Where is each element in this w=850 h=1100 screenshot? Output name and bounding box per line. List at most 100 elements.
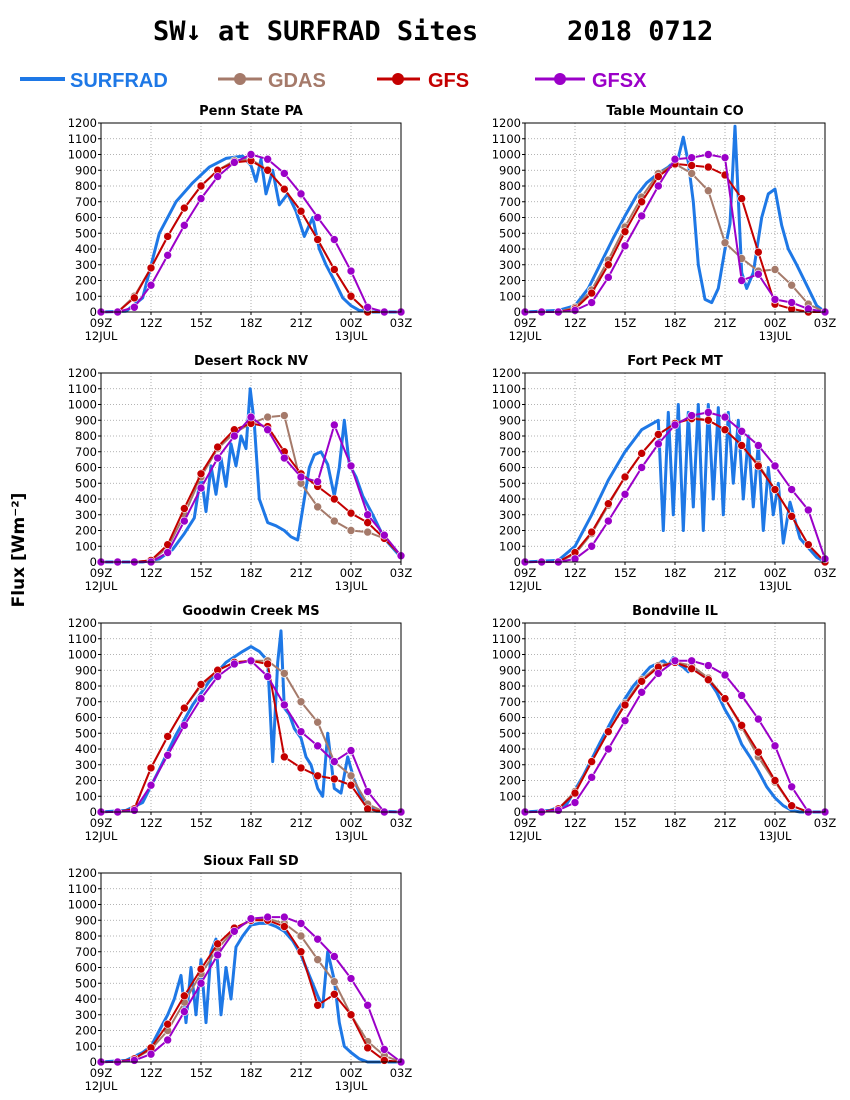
- series-gfsx: [96, 150, 406, 317]
- data-point-gfsx: [754, 714, 763, 724]
- panel-frame: [524, 122, 826, 313]
- data-point-gfsx: [787, 782, 796, 792]
- data-point-gfs: [720, 425, 730, 435]
- data-point-gfsx: [230, 926, 239, 936]
- y-tick-label: 200: [499, 524, 521, 538]
- data-point-gfsx: [380, 1045, 389, 1054]
- series-line-gfs: [101, 919, 402, 1063]
- data-point-gfsx: [230, 158, 239, 167]
- y-tick-label: 1100: [68, 132, 97, 146]
- x-tick-label: 18Z: [240, 1066, 263, 1080]
- data-point-gfsx: [687, 656, 696, 666]
- y-tick-label: 500: [499, 476, 521, 490]
- data-point-gfs: [787, 512, 796, 521]
- y-tick-label: 1000: [492, 148, 521, 162]
- series-surfrad: [100, 629, 402, 814]
- data-point-gfsx: [213, 453, 222, 463]
- data-point-gfsx: [363, 302, 372, 312]
- panel-title: Fort Peck MT: [627, 354, 723, 369]
- data-point-gfsx: [296, 472, 306, 482]
- y-tick-label: 600: [75, 211, 97, 225]
- x-tick-label: 12Z: [140, 1066, 163, 1080]
- y-tick-label: 1100: [492, 632, 521, 646]
- legend-marker-gfs: [392, 73, 404, 85]
- panel-title: Desert Rock NV: [194, 354, 308, 369]
- x-tick-label: 03Z: [814, 316, 837, 330]
- x-tick-label: 00Z: [764, 566, 787, 580]
- x-tick-label: 18Z: [240, 316, 263, 330]
- x-tick-label: 00Z: [340, 316, 363, 330]
- data-point-gfsx: [770, 295, 780, 304]
- data-point-gfsx: [180, 516, 189, 526]
- legend-label-gdas: GDAS: [268, 70, 326, 92]
- data-point-gfs: [213, 939, 222, 949]
- x-tick-label: 21Z: [290, 816, 313, 830]
- y-tick-label: 300: [499, 508, 521, 522]
- data-point-gfs: [313, 235, 322, 244]
- data-point-gfs: [687, 161, 696, 170]
- data-point-gfs: [737, 721, 746, 730]
- data-point-gfs: [363, 804, 372, 814]
- data-point-gfsx: [263, 912, 272, 922]
- data-point-gfs: [130, 293, 139, 303]
- data-point-gdas: [313, 717, 322, 727]
- data-point-gfsx: [720, 412, 730, 422]
- x-tick-label: 18Z: [240, 816, 263, 830]
- data-point-gfs: [620, 472, 630, 482]
- y-tick-label: 600: [499, 711, 521, 725]
- y-tick-label: 0: [514, 305, 521, 319]
- data-point-gfsx: [654, 669, 663, 678]
- x-tick-date-label: 13JUL: [335, 1079, 368, 1093]
- data-point-gfsx: [313, 741, 322, 751]
- data-point-gfsx: [363, 510, 372, 520]
- y-tick-label: 400: [75, 492, 97, 506]
- data-point-gfsx: [670, 656, 680, 666]
- y-tick-label: 900: [75, 913, 97, 927]
- y-tick-label: 700: [75, 195, 97, 209]
- data-point-gfs: [180, 203, 189, 213]
- x-tick-label: 21Z: [714, 816, 737, 830]
- data-point-gfsx: [146, 780, 156, 790]
- y-tick-label: 900: [75, 413, 97, 427]
- data-point-gfsx: [620, 716, 630, 725]
- data-point-gfs: [313, 771, 322, 781]
- data-point-gfsx: [280, 912, 289, 922]
- x-tick-label: 15Z: [190, 816, 213, 830]
- data-point-gfs: [330, 265, 339, 274]
- data-point-gfsx: [246, 412, 256, 422]
- y-tick-label: 400: [75, 242, 97, 256]
- data-point-gfsx: [737, 691, 746, 700]
- panel-frame: [100, 872, 402, 1063]
- data-point-gfsx: [163, 1035, 172, 1045]
- x-tick-label: 09Z: [514, 816, 537, 830]
- data-point-gfsx: [687, 411, 696, 420]
- x-tick-date-label: 12JUL: [85, 1079, 118, 1093]
- y-tick-label: 100: [499, 539, 521, 553]
- data-point-gfsx: [263, 672, 272, 681]
- y-tick-label: 500: [499, 226, 521, 240]
- legend-item-gdas: GDAS: [218, 70, 326, 92]
- data-point-gdas: [330, 516, 339, 526]
- panel-penn-state-pa: Penn State PA010020030040050060070080090…: [68, 104, 413, 343]
- x-tick-label: 00Z: [340, 566, 363, 580]
- data-point-gfs: [280, 184, 289, 194]
- data-point-gdas: [363, 527, 372, 537]
- x-tick-label: 03Z: [390, 1066, 413, 1080]
- panel-desert-rock-nv: Desert Rock NV01002003004005006007008009…: [68, 354, 413, 593]
- gridlines: [101, 873, 401, 1062]
- y-tick-label: 400: [75, 742, 97, 756]
- y-tick-label: 1000: [68, 148, 97, 162]
- x-tick-label: 00Z: [340, 816, 363, 830]
- data-point-gfs: [146, 763, 156, 773]
- y-tick-label: 300: [499, 758, 521, 772]
- data-point-gfs: [263, 659, 272, 669]
- panel-title: Goodwin Creek MS: [182, 604, 319, 619]
- y-tick-label: 0: [90, 555, 97, 569]
- y-tick-label: 400: [499, 242, 521, 256]
- y-tick-label: 1200: [68, 366, 97, 380]
- data-point-gfs: [637, 676, 646, 686]
- x-tick-date-label: 13JUL: [335, 329, 368, 343]
- y-tick-label: 800: [75, 929, 97, 943]
- x-tick-label: 21Z: [290, 566, 313, 580]
- legend-label-gfsx: GFSX: [592, 70, 647, 92]
